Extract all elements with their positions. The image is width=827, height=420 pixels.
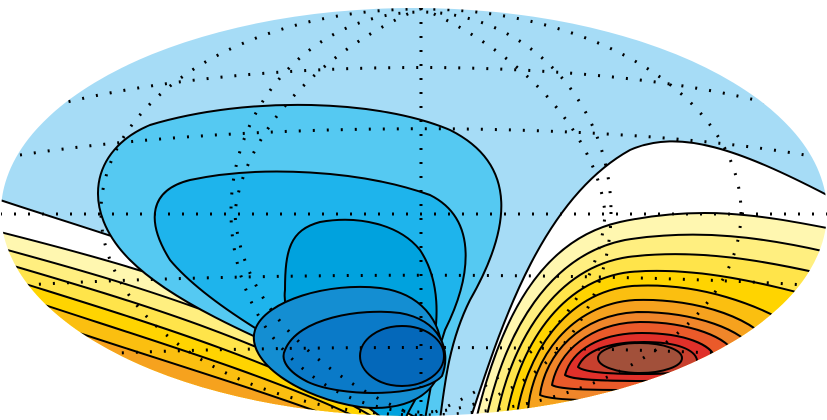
graticule xyxy=(1,8,827,416)
cool-region xyxy=(97,103,503,416)
